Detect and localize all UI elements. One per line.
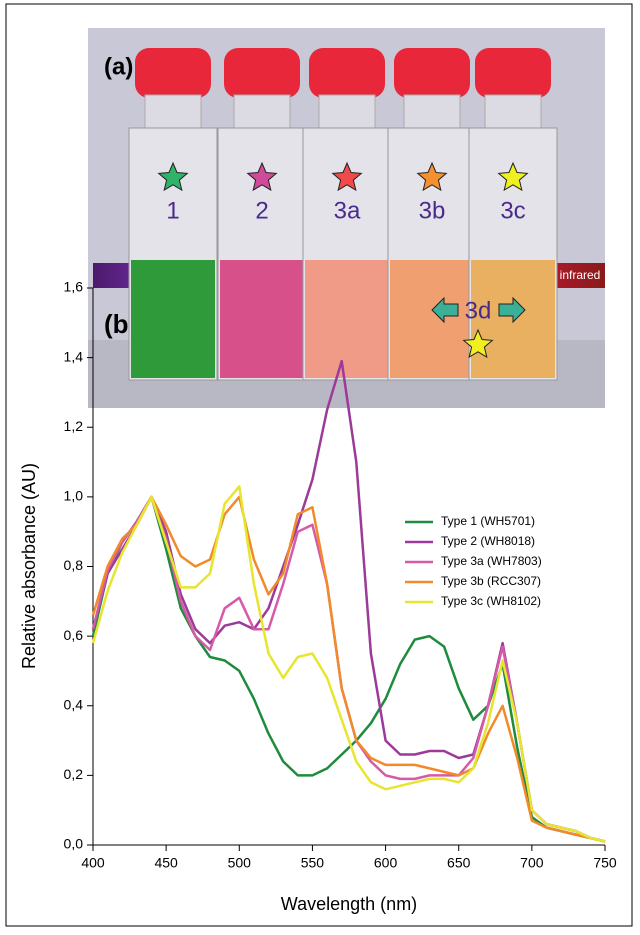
- panel-label: (a): [104, 53, 133, 80]
- vial-liquid: [390, 260, 474, 378]
- vial-label: 2: [255, 197, 268, 224]
- legend-label: Type 1 (WH5701): [441, 514, 535, 528]
- vial-neck: [233, 94, 291, 131]
- vial-neck: [144, 94, 202, 131]
- arrow-left: [431, 296, 459, 324]
- star: [416, 161, 448, 192]
- arrow-right: [498, 296, 526, 324]
- vial-label: 3c: [500, 197, 525, 224]
- vial-label: 3d: [465, 297, 492, 324]
- x-tick-label: 750: [593, 855, 617, 871]
- y-tick-label: 1,2: [64, 418, 84, 434]
- y-tick-label: 0,6: [64, 627, 84, 643]
- series-line: [91, 495, 606, 843]
- star: [331, 161, 363, 192]
- vial-cap: [309, 48, 385, 98]
- series-line: [91, 485, 606, 843]
- vial-neck: [484, 94, 542, 131]
- legend-label: Type 3a (WH7803): [441, 554, 542, 568]
- x-tick-label: 550: [301, 855, 325, 871]
- star: [497, 161, 529, 192]
- frame: [5, 3, 633, 927]
- vial-label: 3b: [419, 197, 446, 224]
- y-tick-label: 0,2: [64, 766, 84, 782]
- vial-cap: [224, 48, 300, 98]
- y-axis-label: Relative absorbance (AU): [19, 463, 39, 669]
- x-tick-label: 500: [228, 855, 252, 871]
- spectrum-label: infrared: [560, 268, 601, 282]
- vial-label: 1: [166, 197, 179, 224]
- x-tick-label: 400: [81, 855, 105, 871]
- star: [462, 328, 494, 359]
- x-tick-label: 650: [447, 855, 471, 871]
- star: [157, 161, 189, 192]
- legend-label: Type 3b (RCC307): [441, 574, 541, 588]
- vial-liquid: [220, 260, 304, 378]
- x-tick-label: 600: [374, 855, 398, 871]
- series-line: [91, 495, 606, 843]
- x-axis-label: Wavelength (nm): [281, 894, 417, 914]
- vial-cap: [475, 48, 551, 98]
- y-tick-label: 0,0: [64, 836, 84, 852]
- vial-cap: [394, 48, 470, 98]
- vial-neck: [318, 94, 376, 131]
- vial-cap: [135, 48, 211, 98]
- vial-neck: [403, 94, 461, 131]
- vial-label: 3a: [334, 197, 361, 224]
- y-tick-label: 0,8: [64, 557, 84, 573]
- vial-liquid: [131, 260, 215, 378]
- legend-label: Type 2 (WH8018): [441, 534, 535, 548]
- y-tick-label: 1,4: [64, 348, 84, 364]
- y-tick-label: 0,4: [64, 696, 84, 712]
- y-tick-label: 1,0: [64, 488, 84, 504]
- legend-label: Type 3c (WH8102): [441, 594, 541, 608]
- star: [246, 161, 278, 192]
- x-tick-label: 450: [154, 855, 178, 871]
- y-tick-label: 1,6: [64, 279, 84, 295]
- vial-liquid: [305, 260, 389, 378]
- x-tick-label: 700: [520, 855, 544, 871]
